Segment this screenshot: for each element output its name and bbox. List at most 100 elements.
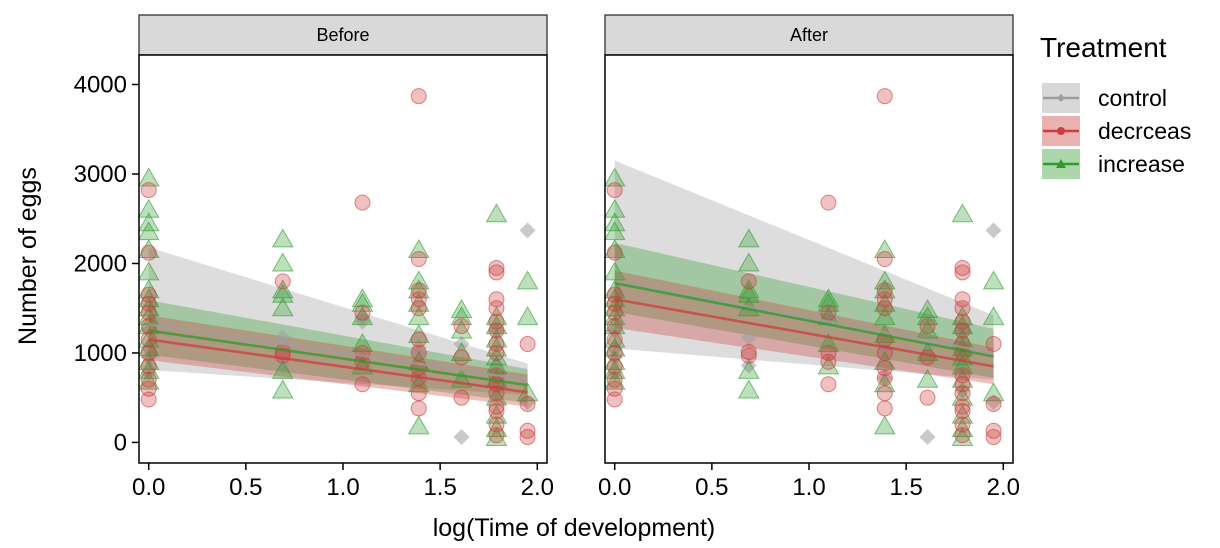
- panels: Before 0.0 0.5 1.0 1.5 2.0 0 1000 2000 3000 4000 Af…: [74, 14, 1020, 501]
- fit-lines: [614, 280, 994, 368]
- point-increase: [737, 252, 760, 272]
- point-decrease: [876, 385, 893, 402]
- point-control: [140, 349, 157, 366]
- point-decrease: [954, 291, 971, 308]
- point-decrease: [519, 395, 536, 412]
- point-decrease: [140, 286, 157, 303]
- point-decrease: [985, 422, 1002, 439]
- point-decrease: [740, 347, 757, 364]
- point-decrease: [606, 318, 623, 335]
- point-increase: [817, 355, 840, 375]
- point-decrease: [410, 291, 427, 308]
- point-decrease: [488, 403, 505, 420]
- point-increase: [137, 261, 160, 281]
- x-axis: 0.0 0.5 1.0 1.5 2.0: [598, 463, 1020, 501]
- x-tick-label: 1.5: [423, 474, 456, 501]
- point-decrease: [876, 400, 893, 417]
- point-decrease: [954, 416, 971, 433]
- point-increase: [450, 319, 473, 339]
- point-decrease: [453, 349, 470, 366]
- point-decrease: [954, 398, 971, 415]
- point-decrease: [274, 273, 291, 290]
- x-axis: 0.0 0.5 1.0 1.5 2.0: [132, 463, 554, 501]
- point-increase: [271, 359, 294, 379]
- legend-item-control: control: [1042, 83, 1167, 113]
- point-decrease: [876, 282, 893, 299]
- point-increase: [137, 167, 160, 187]
- point-decrease: [876, 291, 893, 308]
- point-control: [488, 322, 505, 339]
- point-decrease: [606, 182, 623, 199]
- y-axis-title: Number of eggs: [14, 167, 42, 345]
- point-decrease: [820, 344, 837, 361]
- point-increase: [485, 203, 508, 223]
- point-decrease: [140, 344, 157, 361]
- point-decrease: [140, 182, 157, 199]
- point-decrease: [488, 259, 505, 276]
- point-decrease: [985, 429, 1002, 446]
- data-points: [603, 88, 1005, 446]
- legend-label: decrceas: [1098, 118, 1191, 144]
- fit-line-control: [614, 280, 994, 355]
- point-increase: [982, 270, 1005, 290]
- point-decrease: [954, 367, 971, 384]
- point-increase: [137, 239, 160, 259]
- point-decrease: [820, 304, 837, 321]
- point-decrease: [954, 313, 971, 330]
- point-decrease: [410, 282, 427, 299]
- x-tick-label: 2.0: [987, 474, 1020, 501]
- fit-line-increase: [614, 281, 994, 358]
- x-tick-label: 1.5: [889, 474, 922, 501]
- point-decrease: [410, 88, 427, 105]
- point-decrease: [876, 88, 893, 105]
- point-control: [606, 322, 623, 339]
- point-decrease: [488, 322, 505, 339]
- y-axis: 0 1000 2000 3000 4000: [74, 72, 139, 456]
- point-decrease: [410, 400, 427, 417]
- x-tick-label: 1.0: [326, 474, 359, 501]
- point-decrease: [606, 371, 623, 388]
- legend-item-increase: increase: [1042, 149, 1185, 179]
- point-decrease: [954, 322, 971, 339]
- point-decrease: [519, 422, 536, 439]
- point-increase: [271, 228, 294, 248]
- point-decrease: [410, 300, 427, 317]
- point-decrease: [140, 244, 157, 261]
- y-tick-label: 2000: [74, 250, 127, 277]
- point-decrease: [954, 385, 971, 402]
- point-decrease: [820, 376, 837, 393]
- point-control: [453, 429, 470, 446]
- ribbon-control: [614, 160, 994, 380]
- point-decrease: [354, 304, 371, 321]
- point-increase: [271, 379, 294, 399]
- point-decrease: [954, 376, 971, 393]
- point-decrease: [606, 286, 623, 303]
- fit-line-increase: [148, 329, 528, 387]
- legend-key-marker: [1057, 127, 1065, 135]
- point-increase: [603, 167, 626, 187]
- point-increase: [603, 198, 626, 218]
- legend-title: Treatment: [1040, 32, 1167, 63]
- point-decrease: [488, 313, 505, 330]
- point-increase: [737, 379, 760, 399]
- point-decrease: [354, 344, 371, 361]
- x-tick-label: 0.0: [598, 474, 631, 501]
- x-tick-label: 2.0: [521, 474, 554, 501]
- point-increase: [351, 306, 374, 326]
- y-tick-label: 3000: [74, 161, 127, 188]
- legend-key-marker: [1057, 94, 1065, 102]
- point-increase: [951, 203, 974, 223]
- point-decrease: [606, 244, 623, 261]
- point-decrease: [488, 264, 505, 281]
- point-increase: [450, 298, 473, 318]
- facet-strip: [138, 14, 548, 56]
- point-control: [985, 222, 1002, 239]
- point-decrease: [954, 300, 971, 317]
- point-control: [453, 336, 470, 352]
- point-increase: [603, 261, 626, 281]
- point-decrease: [410, 331, 427, 348]
- x-tick-label: 0.5: [695, 474, 728, 501]
- ribbon-control: [148, 247, 528, 395]
- point-increase: [737, 359, 760, 379]
